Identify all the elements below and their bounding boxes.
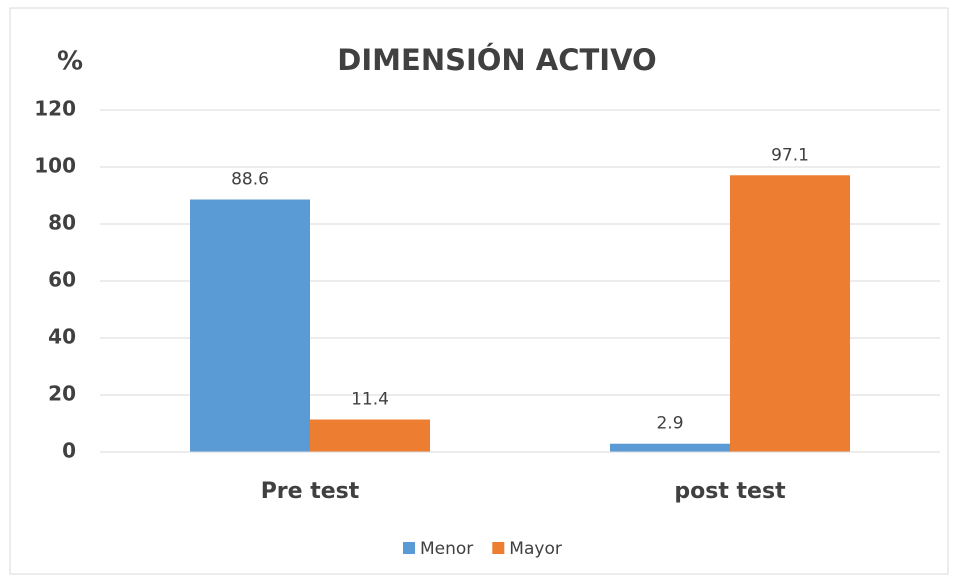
- y-tick-label: 120: [34, 97, 76, 121]
- bar: [730, 175, 850, 452]
- y-tick-label: 80: [48, 211, 76, 235]
- x-tick-label: Pre test: [261, 479, 360, 504]
- legend-swatch: [492, 542, 505, 554]
- bar: [190, 199, 310, 452]
- y-axis-label: %: [57, 47, 83, 77]
- legend-swatch: [403, 542, 415, 554]
- data-label: 11.4: [351, 390, 389, 410]
- data-label: 88.6: [231, 169, 269, 189]
- data-label: 2.9: [656, 414, 683, 434]
- y-tick-label: 20: [48, 382, 76, 406]
- bar: [610, 443, 730, 452]
- y-tick-label: 60: [48, 268, 76, 292]
- data-label: 97.1: [771, 145, 809, 165]
- chart-title: DIMENSIÓN ACTIVO: [337, 43, 656, 77]
- y-tick-label: 40: [48, 325, 76, 349]
- legend-label: Menor: [420, 539, 473, 559]
- x-tick-label: post test: [674, 479, 786, 504]
- y-tick-label: 0: [62, 439, 76, 463]
- bar: [310, 419, 430, 452]
- legend-label: Mayor: [509, 539, 562, 559]
- y-tick-label: 100: [34, 154, 76, 178]
